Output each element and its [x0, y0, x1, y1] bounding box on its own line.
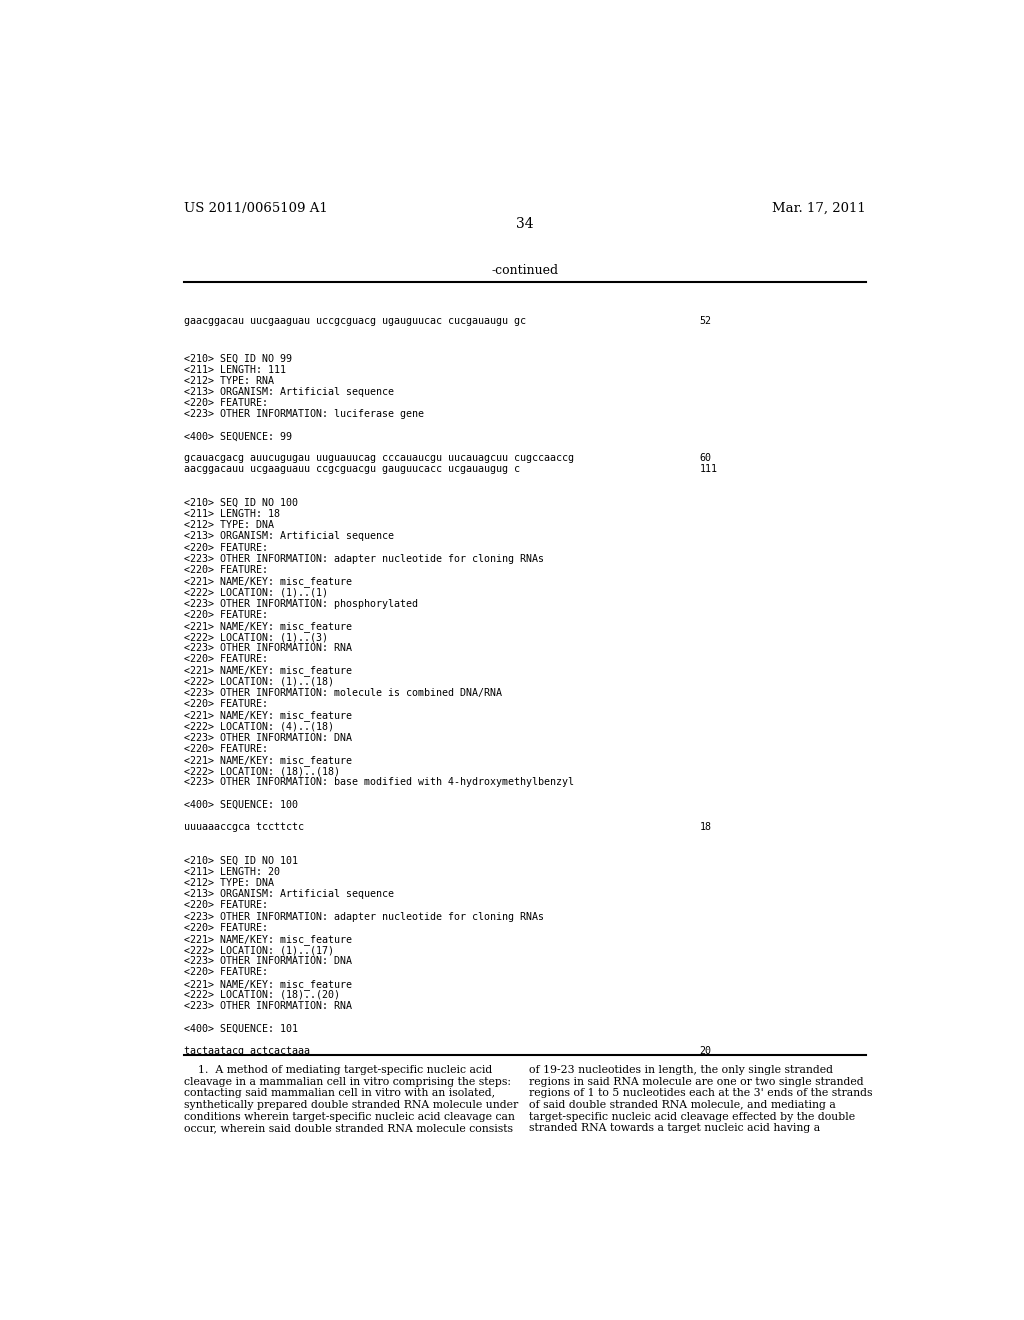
- Text: <213> ORGANISM: Artificial sequence: <213> ORGANISM: Artificial sequence: [183, 532, 393, 541]
- Text: uuuaaaccgca tccttctc: uuuaaaccgca tccttctc: [183, 822, 303, 832]
- Text: <400> SEQUENCE: 99: <400> SEQUENCE: 99: [183, 432, 292, 442]
- Text: <222> LOCATION: (18)..(18): <222> LOCATION: (18)..(18): [183, 766, 340, 776]
- Text: 18: 18: [699, 822, 712, 832]
- Text: -continued: -continued: [492, 264, 558, 277]
- Text: <211> LENGTH: 111: <211> LENGTH: 111: [183, 364, 286, 375]
- Text: <220> FEATURE:: <220> FEATURE:: [183, 399, 267, 408]
- Text: <223> OTHER INFORMATION: phosphorylated: <223> OTHER INFORMATION: phosphorylated: [183, 598, 418, 609]
- Text: <213> ORGANISM: Artificial sequence: <213> ORGANISM: Artificial sequence: [183, 387, 393, 397]
- Text: <222> LOCATION: (1)..(17): <222> LOCATION: (1)..(17): [183, 945, 334, 956]
- Text: Mar. 17, 2011: Mar. 17, 2011: [772, 202, 866, 215]
- Text: gcauacgacg auucugugau uuguauucag cccauaucgu uucauagcuu cugccaaccg: gcauacgacg auucugugau uuguauucag cccauau…: [183, 453, 573, 463]
- Text: target-specific nucleic acid cleavage effected by the double: target-specific nucleic acid cleavage ef…: [528, 1111, 855, 1122]
- Text: <221> NAME/KEY: misc_feature: <221> NAME/KEY: misc_feature: [183, 935, 351, 945]
- Text: US 2011/0065109 A1: US 2011/0065109 A1: [183, 202, 328, 215]
- Text: <222> LOCATION: (18)..(20): <222> LOCATION: (18)..(20): [183, 990, 340, 999]
- Text: <220> FEATURE:: <220> FEATURE:: [183, 610, 267, 619]
- Text: <220> FEATURE:: <220> FEATURE:: [183, 543, 267, 553]
- Text: occur, wherein said double stranded RNA molecule consists: occur, wherein said double stranded RNA …: [183, 1123, 513, 1134]
- Text: 52: 52: [699, 315, 712, 326]
- Text: aacggacauu ucgaaguauu ccgcguacgu gauguucacc ucgauaugug c: aacggacauu ucgaaguauu ccgcguacgu gauguuc…: [183, 465, 519, 474]
- Text: <223> OTHER INFORMATION: luciferase gene: <223> OTHER INFORMATION: luciferase gene: [183, 409, 424, 420]
- Text: <213> ORGANISM: Artificial sequence: <213> ORGANISM: Artificial sequence: [183, 890, 393, 899]
- Text: <223> OTHER INFORMATION: RNA: <223> OTHER INFORMATION: RNA: [183, 1001, 351, 1011]
- Text: <211> LENGTH: 18: <211> LENGTH: 18: [183, 510, 280, 519]
- Text: <212> TYPE: RNA: <212> TYPE: RNA: [183, 376, 273, 385]
- Text: synthetically prepared double stranded RNA molecule under: synthetically prepared double stranded R…: [183, 1100, 518, 1110]
- Text: <222> LOCATION: (1)..(3): <222> LOCATION: (1)..(3): [183, 632, 328, 642]
- Text: <223> OTHER INFORMATION: molecule is combined DNA/RNA: <223> OTHER INFORMATION: molecule is com…: [183, 688, 502, 698]
- Text: regions in said RNA molecule are one or two single stranded: regions in said RNA molecule are one or …: [528, 1077, 863, 1086]
- Text: 60: 60: [699, 453, 712, 463]
- Text: <223> OTHER INFORMATION: base modified with 4-hydroxymethylbenzyl: <223> OTHER INFORMATION: base modified w…: [183, 777, 573, 788]
- Text: 111: 111: [699, 465, 718, 474]
- Text: <221> NAME/KEY: misc_feature: <221> NAME/KEY: misc_feature: [183, 755, 351, 766]
- Text: gaacggacau uucgaaguau uccgcguacg ugauguucac cucgauaugu gc: gaacggacau uucgaaguau uccgcguacg ugauguu…: [183, 315, 525, 326]
- Text: <400> SEQUENCE: 100: <400> SEQUENCE: 100: [183, 800, 298, 809]
- Text: of said double stranded RNA molecule, and mediating a: of said double stranded RNA molecule, an…: [528, 1100, 836, 1110]
- Text: <220> FEATURE:: <220> FEATURE:: [183, 565, 267, 576]
- Text: <221> NAME/KEY: misc_feature: <221> NAME/KEY: misc_feature: [183, 576, 351, 587]
- Text: <211> LENGTH: 20: <211> LENGTH: 20: [183, 867, 280, 876]
- Text: <221> NAME/KEY: misc_feature: <221> NAME/KEY: misc_feature: [183, 710, 351, 721]
- Text: <220> FEATURE:: <220> FEATURE:: [183, 968, 267, 977]
- Text: <223> OTHER INFORMATION: DNA: <223> OTHER INFORMATION: DNA: [183, 956, 351, 966]
- Text: conditions wherein target-specific nucleic acid cleavage can: conditions wherein target-specific nucle…: [183, 1111, 514, 1122]
- Text: <221> NAME/KEY: misc_feature: <221> NAME/KEY: misc_feature: [183, 620, 351, 632]
- Text: <400> SEQUENCE: 101: <400> SEQUENCE: 101: [183, 1023, 298, 1034]
- Text: <212> TYPE: DNA: <212> TYPE: DNA: [183, 878, 273, 888]
- Text: <220> FEATURE:: <220> FEATURE:: [183, 923, 267, 933]
- Text: <223> OTHER INFORMATION: DNA: <223> OTHER INFORMATION: DNA: [183, 733, 351, 743]
- Text: <223> OTHER INFORMATION: adapter nucleotide for cloning RNAs: <223> OTHER INFORMATION: adapter nucleot…: [183, 554, 544, 564]
- Text: 34: 34: [516, 218, 534, 231]
- Text: 20: 20: [699, 1045, 712, 1056]
- Text: <210> SEQ ID NO 101: <210> SEQ ID NO 101: [183, 855, 298, 866]
- Text: <223> OTHER INFORMATION: adapter nucleotide for cloning RNAs: <223> OTHER INFORMATION: adapter nucleot…: [183, 912, 544, 921]
- Text: <210> SEQ ID NO 99: <210> SEQ ID NO 99: [183, 354, 292, 363]
- Text: 1.  A method of mediating target-specific nucleic acid: 1. A method of mediating target-specific…: [183, 1065, 492, 1074]
- Text: <220> FEATURE:: <220> FEATURE:: [183, 744, 267, 754]
- Text: <220> FEATURE:: <220> FEATURE:: [183, 900, 267, 911]
- Text: tactaatacg actcactaaa: tactaatacg actcactaaa: [183, 1045, 309, 1056]
- Text: contacting said mammalian cell in vitro with an isolated,: contacting said mammalian cell in vitro …: [183, 1089, 495, 1098]
- Text: <222> LOCATION: (1)..(18): <222> LOCATION: (1)..(18): [183, 677, 334, 686]
- Text: <222> LOCATION: (4)..(18): <222> LOCATION: (4)..(18): [183, 722, 334, 731]
- Text: of 19-23 nucleotides in length, the only single stranded: of 19-23 nucleotides in length, the only…: [528, 1065, 833, 1074]
- Text: <220> FEATURE:: <220> FEATURE:: [183, 700, 267, 709]
- Text: cleavage in a mammalian cell in vitro comprising the steps:: cleavage in a mammalian cell in vitro co…: [183, 1077, 511, 1086]
- Text: regions of 1 to 5 nucleotides each at the 3' ends of the strands: regions of 1 to 5 nucleotides each at th…: [528, 1089, 872, 1098]
- Text: <220> FEATURE:: <220> FEATURE:: [183, 655, 267, 664]
- Text: <222> LOCATION: (1)..(1): <222> LOCATION: (1)..(1): [183, 587, 328, 598]
- Text: <210> SEQ ID NO 100: <210> SEQ ID NO 100: [183, 498, 298, 508]
- Text: <221> NAME/KEY: misc_feature: <221> NAME/KEY: misc_feature: [183, 978, 351, 990]
- Text: stranded RNA towards a target nucleic acid having a: stranded RNA towards a target nucleic ac…: [528, 1123, 820, 1134]
- Text: <223> OTHER INFORMATION: RNA: <223> OTHER INFORMATION: RNA: [183, 643, 351, 653]
- Text: <212> TYPE: DNA: <212> TYPE: DNA: [183, 520, 273, 531]
- Text: <221> NAME/KEY: misc_feature: <221> NAME/KEY: misc_feature: [183, 665, 351, 676]
